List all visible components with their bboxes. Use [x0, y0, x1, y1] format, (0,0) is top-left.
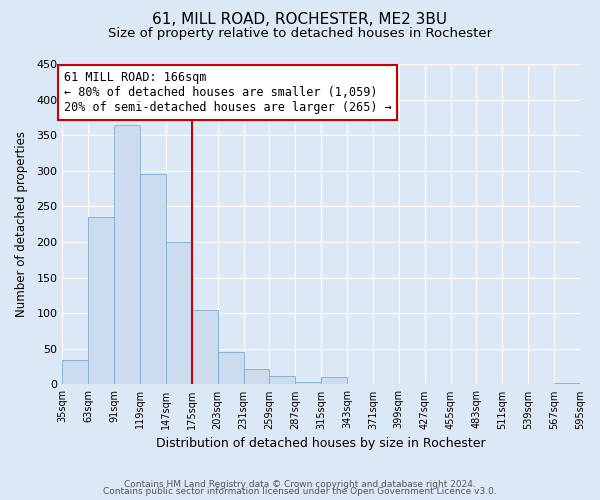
Bar: [218, 352, 244, 384]
Bar: [269, 376, 295, 384]
Text: 61 MILL ROAD: 166sqm
← 80% of detached houses are smaller (1,059)
20% of semi-de: 61 MILL ROAD: 166sqm ← 80% of detached h…: [64, 71, 391, 114]
Text: Contains HM Land Registry data © Crown copyright and database right 2024.: Contains HM Land Registry data © Crown c…: [124, 480, 476, 489]
X-axis label: Distribution of detached houses by size in Rochester: Distribution of detached houses by size …: [157, 437, 486, 450]
Bar: [192, 310, 218, 384]
Bar: [166, 242, 192, 384]
Bar: [88, 217, 114, 384]
Bar: [244, 369, 269, 384]
Bar: [62, 360, 88, 384]
Text: 61, MILL ROAD, ROCHESTER, ME2 3BU: 61, MILL ROAD, ROCHESTER, ME2 3BU: [152, 12, 448, 28]
Bar: [554, 383, 580, 384]
Text: Size of property relative to detached houses in Rochester: Size of property relative to detached ho…: [108, 28, 492, 40]
Bar: [140, 174, 166, 384]
Bar: [114, 124, 140, 384]
Bar: [321, 378, 347, 384]
Bar: [295, 382, 321, 384]
Y-axis label: Number of detached properties: Number of detached properties: [15, 131, 28, 317]
Text: Contains public sector information licensed under the Open Government Licence v3: Contains public sector information licen…: [103, 487, 497, 496]
